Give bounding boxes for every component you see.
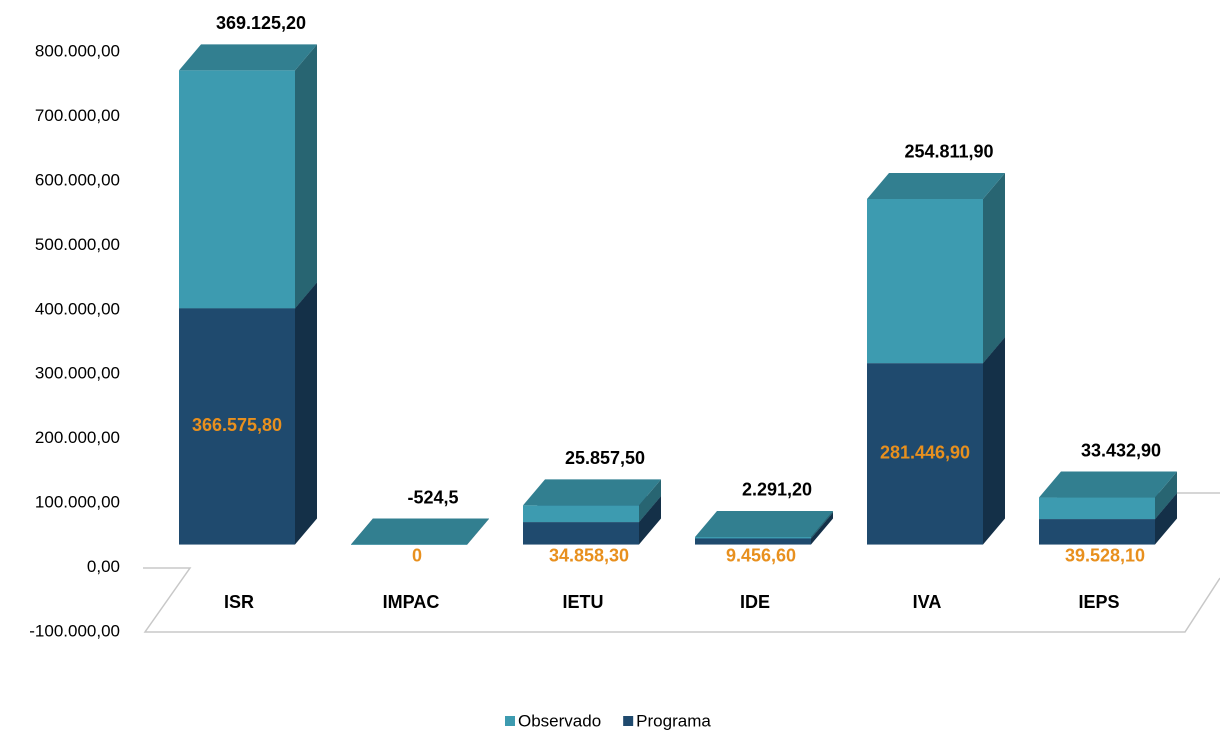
bar	[523, 505, 639, 523]
bar-side	[467, 518, 489, 545]
data-label: 25.857,50	[565, 448, 645, 468]
bar-side	[639, 479, 661, 523]
bar-side	[295, 44, 317, 309]
bar-top	[695, 510, 833, 537]
y-tick-label: 800.000,00	[35, 41, 120, 60]
data-label: 369.125,20	[216, 13, 306, 33]
y-tick-label: 600.000,00	[35, 170, 120, 189]
bar-top	[1039, 471, 1177, 498]
y-tick-label: 400.000,00	[35, 299, 120, 318]
bar-top	[179, 44, 317, 71]
bar-side	[639, 496, 661, 545]
y-tick-label: 100.000,00	[35, 493, 120, 512]
bar-side	[811, 512, 833, 545]
legend-swatch	[505, 716, 515, 726]
data-label: 34.858,30	[549, 545, 629, 565]
y-tick-label: 0,00	[87, 557, 120, 576]
x-tick-label: IDE	[740, 592, 770, 612]
y-tick-label: -100.000,00	[29, 621, 120, 640]
data-label: 9.456,60	[726, 545, 796, 565]
bar-side	[811, 510, 833, 539]
data-label: 39.528,10	[1065, 545, 1145, 565]
y-tick-label: 300.000,00	[35, 364, 120, 383]
bar-side	[983, 172, 1005, 364]
x-tick-label: IVA	[913, 592, 942, 612]
data-label: 33.432,90	[1081, 440, 1161, 460]
bar-side	[1155, 471, 1177, 520]
bar	[695, 536, 811, 539]
data-label: 2.291,20	[742, 480, 812, 500]
floor-outline	[143, 567, 1220, 633]
legend-swatch	[623, 716, 634, 726]
legend-label: Observado	[518, 711, 601, 730]
bar-top	[867, 172, 1005, 199]
bar-side	[983, 337, 1005, 545]
x-tick-label: IETU	[562, 592, 603, 612]
bar-top	[523, 479, 661, 506]
bar-side	[295, 282, 317, 545]
y-tick-label: 700.000,00	[35, 106, 120, 125]
bar	[179, 308, 295, 545]
bar-side	[1155, 493, 1177, 545]
x-tick-label: ISR	[224, 592, 254, 612]
y-tick-label: 500.000,00	[35, 235, 120, 254]
x-tick-label: IMPAC	[383, 592, 440, 612]
bar	[867, 198, 983, 364]
data-label: 254.811,90	[904, 142, 993, 162]
data-label: 0	[412, 545, 422, 565]
data-label: 281.446,90	[880, 443, 970, 463]
legend-label: Programa	[636, 711, 711, 730]
bar	[1039, 497, 1155, 520]
bar-top	[351, 518, 489, 545]
bar	[1039, 519, 1155, 545]
bar	[695, 538, 811, 545]
bar	[867, 363, 983, 545]
bar	[179, 70, 295, 309]
data-label: 366.575,80	[192, 415, 282, 435]
bar	[523, 522, 639, 545]
y-tick-label: 200.000,00	[35, 428, 120, 447]
data-label: -524,5	[407, 487, 458, 507]
x-tick-label: IEPS	[1078, 592, 1119, 612]
